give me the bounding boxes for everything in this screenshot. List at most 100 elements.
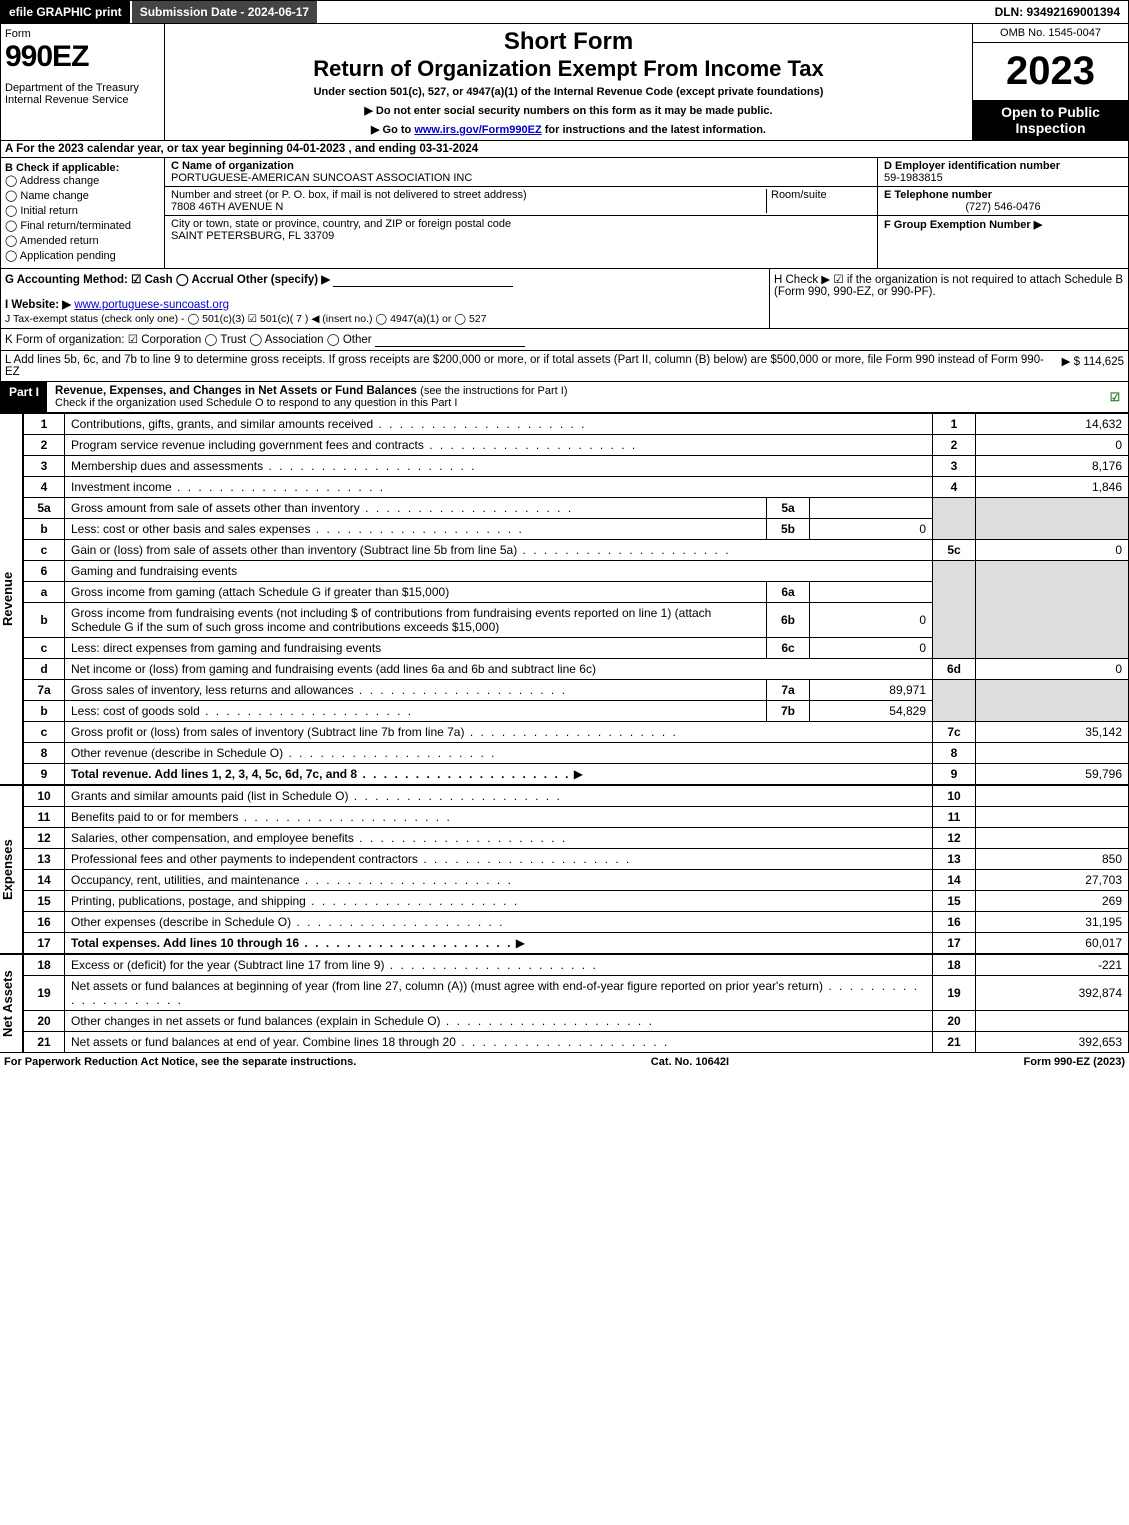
- ln-7c-num: c: [24, 722, 65, 743]
- ln-10-num: 10: [24, 786, 65, 807]
- phone-label: E Telephone number: [884, 189, 992, 201]
- ln-9-col: 9: [933, 764, 976, 785]
- expenses-vlabel: Expenses: [0, 785, 23, 954]
- cb-name-change[interactable]: ◯ Name change: [5, 189, 160, 202]
- instructions-link-row: ▶ Go to www.irs.gov/Form990EZ for instru…: [173, 123, 964, 136]
- form-title: Return of Organization Exempt From Incom…: [173, 56, 964, 82]
- ln-11-col: 11: [933, 807, 976, 828]
- note2-prefix: ▶ Go to: [371, 124, 414, 136]
- ln-20-amt: [976, 1011, 1129, 1032]
- ln-20-desc: Other changes in net assets or fund bala…: [71, 1014, 654, 1028]
- top-bar: efile GRAPHIC print Submission Date - 20…: [0, 0, 1129, 24]
- ln-9-num: 9: [24, 764, 65, 785]
- org-name-value: PORTUGUESE-AMERICAN SUNCOAST ASSOCIATION…: [171, 172, 472, 184]
- ln-10-desc: Grants and similar amounts paid (list in…: [71, 789, 562, 803]
- ein-value: 59-1983815: [884, 172, 943, 184]
- city-label: City or town, state or province, country…: [171, 218, 511, 230]
- ln-5c-amt: 0: [976, 540, 1129, 561]
- ln-3-desc: Membership dues and assessments: [71, 459, 476, 473]
- cb-amended-return-label: Amended return: [20, 235, 99, 247]
- ln-7b-desc: Less: cost of goods sold: [71, 704, 413, 718]
- ln-6a-sub: 6a: [767, 582, 810, 603]
- line-11: 11Benefits paid to or for members11: [24, 807, 1129, 828]
- short-form-label: Short Form: [173, 28, 964, 56]
- ln-7b-sub: 7b: [767, 701, 810, 722]
- dln-label: DLN: 93492169001394: [987, 1, 1128, 23]
- accounting-method: G Accounting Method: ☑ Cash ◯ Accrual Ot…: [1, 269, 770, 328]
- line-7a: 7aGross sales of inventory, less returns…: [24, 680, 1129, 701]
- line-13: 13Professional fees and other payments t…: [24, 849, 1129, 870]
- ln-5a-sv: [810, 498, 933, 519]
- ln-16-desc: Other expenses (describe in Schedule O): [71, 915, 504, 929]
- ln-16-col: 16: [933, 912, 976, 933]
- cb-initial-return-label: Initial return: [20, 205, 77, 217]
- line-15: 15Printing, publications, postage, and s…: [24, 891, 1129, 912]
- ln-16-amt: 31,195: [976, 912, 1129, 933]
- org-name-cell: C Name of organization PORTUGUESE-AMERIC…: [165, 158, 877, 187]
- tax-year: 2023: [973, 43, 1128, 100]
- ln-11-amt: [976, 807, 1129, 828]
- line-14: 14 Occupancy, rent, utilities, and mainte…: [24, 870, 1129, 891]
- street-label: Number and street (or P. O. box, if mail…: [171, 189, 527, 201]
- ln-6-desc: Gaming and fundraising events: [65, 561, 933, 582]
- ln-5a-sub: 5a: [767, 498, 810, 519]
- ln-6d-num: d: [24, 659, 65, 680]
- org-name-label: C Name of organization: [171, 160, 294, 172]
- ln-8-num: 8: [24, 743, 65, 764]
- ln-5c-num: c: [24, 540, 65, 561]
- efile-print-button[interactable]: efile GRAPHIC print: [1, 1, 130, 23]
- ln-2-desc: Program service revenue including govern…: [71, 438, 637, 452]
- line-16: 16 Other expenses (describe in Schedule O…: [24, 912, 1129, 933]
- ln-1-desc: Contributions, gifts, grants, and simila…: [71, 417, 587, 431]
- schedule-b-check: H Check ▶ ☑ if the organization is not r…: [770, 269, 1128, 328]
- ln-20-col: 20: [933, 1011, 976, 1032]
- ln-5a-num: 5a: [24, 498, 65, 519]
- line-3: 3Membership dues and assessments38,176: [24, 456, 1129, 477]
- page-footer: For Paperwork Reduction Act Notice, see …: [0, 1053, 1129, 1071]
- ln-14-col: 14: [933, 870, 976, 891]
- ln-12-num: 12: [24, 828, 65, 849]
- ln-17-col: 17: [933, 933, 976, 954]
- cb-application-pending[interactable]: ◯ Application pending: [5, 249, 160, 262]
- ln-6a-sv: [810, 582, 933, 603]
- line-6d: dNet income or (loss) from gaming and fu…: [24, 659, 1129, 680]
- ln-2-amt: 0: [976, 435, 1129, 456]
- ln-13-desc: Professional fees and other payments to …: [71, 852, 631, 866]
- ln-14-desc: Occupancy, rent, utilities, and maintena…: [71, 873, 513, 887]
- row-j: J Tax-exempt status (check only one) - ◯…: [5, 313, 765, 325]
- header-right: OMB No. 1545-0047 2023 Open to Public In…: [973, 24, 1128, 140]
- line-10: 10 Grants and similar amounts paid (list …: [24, 786, 1129, 807]
- g-label: G Accounting Method:: [5, 274, 128, 286]
- street-cell: Number and street (or P. O. box, if mail…: [165, 187, 877, 216]
- line-12: 12Salaries, other compensation, and empl…: [24, 828, 1129, 849]
- ln-8-amt: [976, 743, 1129, 764]
- cb-initial-return[interactable]: ◯ Initial return: [5, 204, 160, 217]
- part-i-title-row: Revenue, Expenses, and Changes in Net As…: [47, 382, 1128, 412]
- block-bcdef: B Check if applicable: ◯ Address change …: [0, 158, 1129, 269]
- ln-3-num: 3: [24, 456, 65, 477]
- ln-21-amt: 392,653: [976, 1032, 1129, 1053]
- ln-7b-num: b: [24, 701, 65, 722]
- form-header: Form 990EZ Department of the Treasury In…: [0, 24, 1129, 141]
- cb-amended-return[interactable]: ◯ Amended return: [5, 234, 160, 247]
- cb-final-return[interactable]: ◯ Final return/terminated: [5, 219, 160, 232]
- col-b-checkboxes: B Check if applicable: ◯ Address change …: [1, 158, 165, 268]
- ln-9-desc: Total revenue. Add lines 1, 2, 3, 4, 5c,…: [71, 767, 570, 781]
- ln-18-desc: Excess or (deficit) for the year (Subtra…: [71, 958, 598, 972]
- col-b-label: B Check if applicable:: [5, 162, 160, 174]
- ln-21-col: 21: [933, 1032, 976, 1053]
- website-link[interactable]: www.portuguese-suncoast.org: [74, 299, 229, 311]
- h-label: H Check ▶ ☑ if the organization is not r…: [774, 274, 1123, 298]
- footer-left: For Paperwork Reduction Act Notice, see …: [4, 1056, 356, 1068]
- g-opts: ☑ Cash ◯ Accrual Other (specify) ▶: [131, 274, 330, 286]
- cb-address-change[interactable]: ◯ Address change: [5, 174, 160, 187]
- ln-18-col: 18: [933, 955, 976, 976]
- ln-5b-sv: 0: [810, 519, 933, 540]
- form-label: Form: [5, 28, 160, 40]
- street-value: 7808 46TH AVENUE N: [171, 201, 283, 213]
- irs-instructions-link[interactable]: www.irs.gov/Form990EZ: [414, 124, 541, 136]
- row-l-amount: ▶ $ 114,625: [1062, 354, 1124, 378]
- ln-11-desc: Benefits paid to or for members: [71, 810, 452, 824]
- i-prefix: I Website: ▶: [5, 299, 71, 311]
- revenue-table: 1Contributions, gifts, grants, and simil…: [23, 413, 1129, 785]
